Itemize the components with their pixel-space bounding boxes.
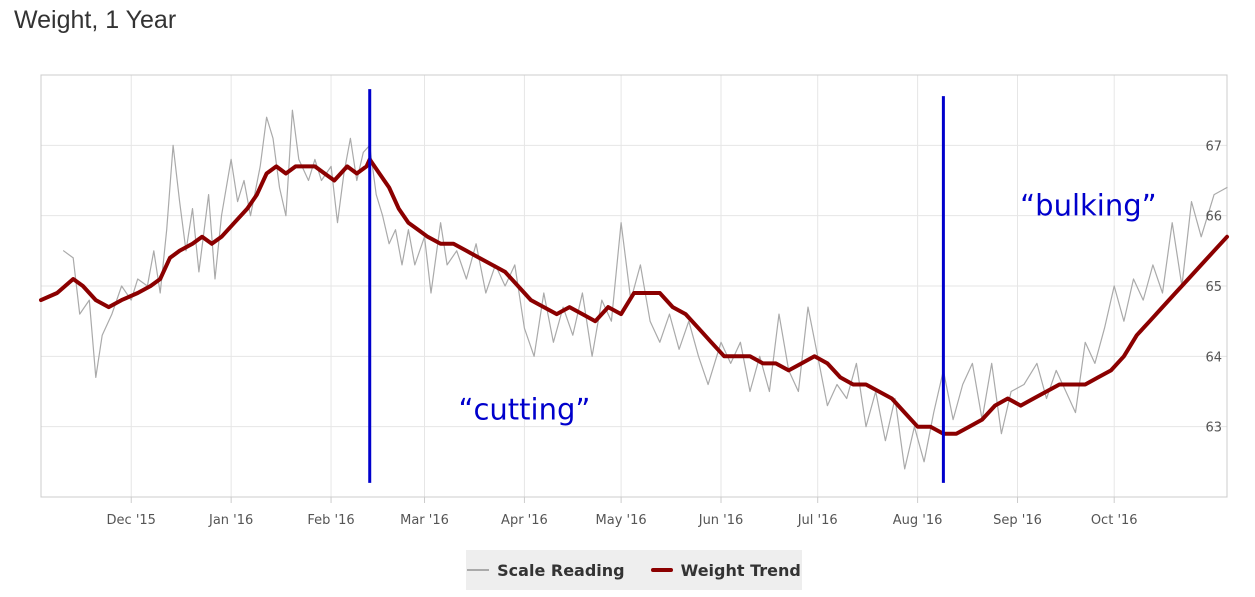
x-tick-label: Jul '16: [797, 513, 838, 528]
annotation-label: “cutting”: [458, 393, 590, 427]
legend-swatch-weight-trend: [650, 568, 673, 572]
legend-label-scale-reading: Scale Reading: [497, 560, 625, 580]
x-tick-label: Jun '16: [698, 513, 744, 528]
x-tick-label: Mar '16: [400, 513, 449, 528]
legend-item-weight-trend[interactable]: Weight Trend: [650, 560, 801, 580]
x-tick-label: Jan '16: [208, 513, 253, 528]
chart-grid: [41, 75, 1227, 497]
y-tick-label: 67: [1205, 139, 1222, 154]
y-tick-label: 66: [1205, 210, 1222, 225]
legend-swatch-scale-reading: [467, 569, 490, 571]
chart-axes: Dec '15 Jan '16 Feb '16 Mar '16 Apr '16 May '…: [107, 139, 1222, 528]
plot-border: [40, 74, 1228, 498]
page-title: Weight, 1 Year: [14, 6, 177, 34]
x-tick-label: Sep '16: [993, 513, 1042, 528]
x-tick-label: Oct '16: [1091, 513, 1138, 528]
y-tick-label: 65: [1205, 280, 1222, 295]
annotation-label: “bulking”: [1020, 189, 1157, 223]
x-tick-label: Apr '16: [501, 513, 548, 528]
scale-reading-line: [63, 109, 1228, 470]
x-tick-label: Feb '16: [307, 513, 354, 528]
legend-label-weight-trend: Weight Trend: [680, 560, 801, 580]
x-tick-label: Aug '16: [893, 513, 943, 528]
weight-trend-line: [39, 157, 1229, 436]
x-tick-label: May '16: [596, 513, 647, 528]
weight-chart: “cutting” “bulking” Dec '15 Jan '16 Feb '16…: [39, 74, 1229, 528]
legend-item-scale-reading[interactable]: Scale Reading: [467, 560, 625, 580]
chart-legend: Scale Reading Weight Trend: [466, 550, 802, 590]
chart-series: [39, 109, 1229, 470]
y-tick-label: 64: [1205, 350, 1222, 365]
chart-annotations: “cutting” “bulking”: [368, 89, 1157, 483]
x-tick-label: Dec '15: [107, 513, 156, 528]
y-tick-label: 63: [1205, 421, 1222, 436]
